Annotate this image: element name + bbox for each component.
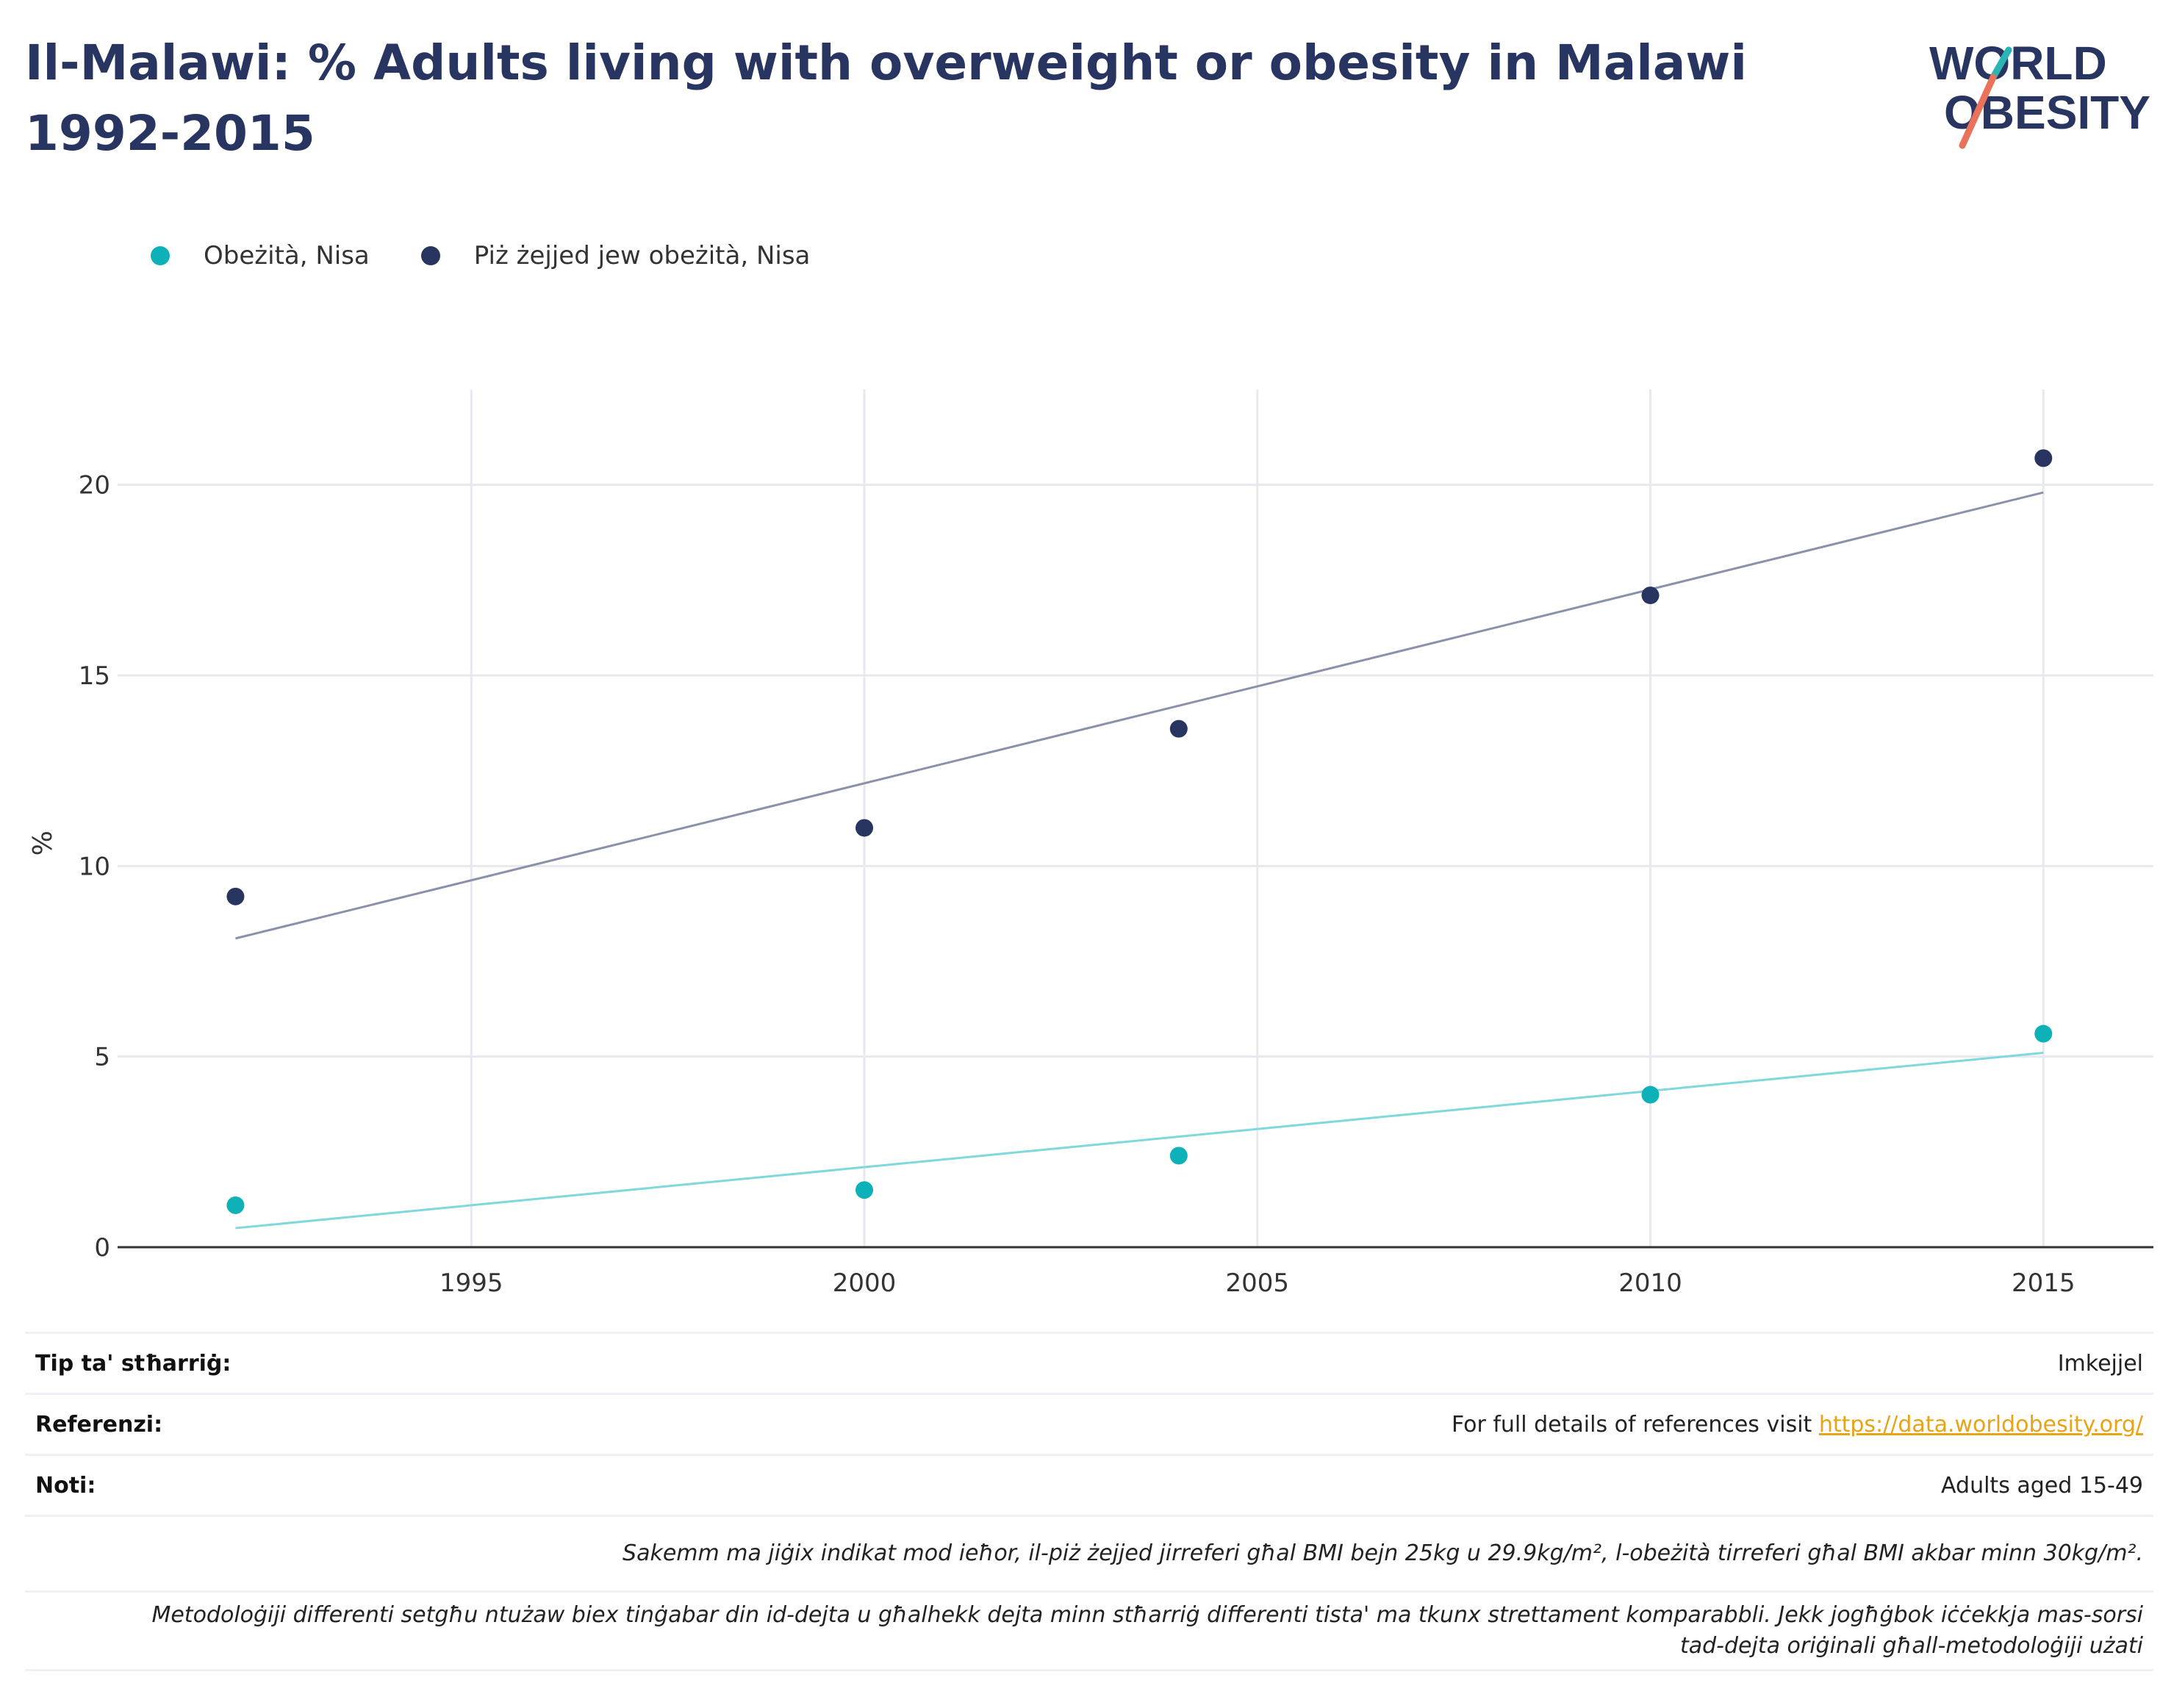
data-point-obese [2034, 1025, 2053, 1043]
info-row-note-methodology: Metodoloġiji differenti setgħu ntużaw bi… [25, 1590, 2153, 1671]
legend-item-overweight[interactable]: Piż żejjed jew obeżità, Nisa [420, 241, 811, 270]
info-row-references: Referenzi: For full details of reference… [25, 1393, 2153, 1455]
note-bmi: Sakemm ma jiġix indikat mod ieħor, il-pi… [25, 1515, 2153, 1592]
note-methodology: Metodoloġiji differenti setgħu ntużaw bi… [25, 1590, 2153, 1671]
legend-marker-obese [151, 246, 170, 265]
data-point-overweight [2034, 449, 2053, 467]
survey-type-value: Imkejjel [520, 1332, 2153, 1394]
info-row-survey-type: Tip ta' stħarriġ: Imkejjel [25, 1332, 2153, 1394]
logo-word-world: WORLD [1929, 37, 2107, 90]
note-methodology-line-1: Metodoloġiji differenti setgħu ntużaw bi… [151, 1602, 2143, 1628]
notes-label: Noti: [25, 1454, 521, 1516]
logo-slash-top [1990, 46, 2012, 81]
info-row-note-bmi: Sakemm ma jiġix indikat mod ieħor, il-pi… [25, 1515, 2153, 1592]
chart-plot: 0 5 10 15 20 1995 2000 2005 2010 2015% [28, 390, 2153, 1298]
data-point-obese [1641, 1086, 1660, 1104]
x-tick-label: 2010 [1618, 1269, 1682, 1298]
y-tick-label: 10 [79, 852, 110, 881]
y-tick-label: 0 [94, 1233, 110, 1263]
references-value: For full details of references visit htt… [520, 1393, 2153, 1455]
logo-slash-bottom [1959, 73, 1997, 149]
legend-label-obese: Obeżità, Nisa [204, 241, 370, 270]
trendline-obese [235, 1051, 2044, 1230]
legend-label-overweight: Piż żejjed jew obeżità, Nisa [473, 241, 811, 270]
trendline-overweight [235, 491, 2044, 940]
y-tick-label: 5 [94, 1043, 110, 1072]
chart-legend: Obeżità, Nisa Piż żejjed jew obeżità, Ni… [151, 241, 861, 270]
chart-title: Il-Malawi: % Adults living with overweig… [25, 35, 1747, 162]
survey-type-label: Tip ta' stħarriġ: [25, 1332, 521, 1394]
info-table: Tip ta' stħarriġ: Imkejjel Referenzi: Fo… [25, 1332, 2153, 1671]
x-tick-label: 2005 [1226, 1269, 1290, 1298]
legend-marker-overweight [420, 246, 440, 265]
data-point-overweight [855, 819, 874, 837]
data-point-obese [226, 1196, 245, 1214]
y-axis-label: % [28, 830, 58, 855]
world-obesity-logo: WORLD OBESITY [1929, 37, 2150, 149]
note-methodology-line-2: tad-dejta oriġinali għall-metodoloġiji u… [1679, 1633, 2143, 1659]
notes-value: Adults aged 15-49 [520, 1454, 2153, 1516]
references-text: For full details of references visit [1451, 1411, 1819, 1438]
y-tick-label: 15 [79, 661, 110, 691]
data-point-obese [855, 1181, 874, 1199]
legend-item-obese[interactable]: Obeżità, Nisa [151, 241, 370, 270]
x-tick-label: 1995 [440, 1269, 503, 1298]
data-point-overweight [226, 887, 245, 905]
data-point-overweight [1169, 720, 1188, 738]
info-row-notes: Noti: Adults aged 15-49 [25, 1454, 2153, 1516]
x-tick-label: 2015 [2012, 1269, 2076, 1298]
y-tick-label: 20 [79, 471, 110, 500]
data-point-overweight [1641, 586, 1660, 605]
data-point-obese [1169, 1147, 1188, 1165]
x-tick-label: 2000 [833, 1269, 897, 1298]
references-link[interactable]: https://data.worldobesity.org/ [1818, 1411, 2143, 1438]
references-label: Referenzi: [25, 1393, 521, 1455]
